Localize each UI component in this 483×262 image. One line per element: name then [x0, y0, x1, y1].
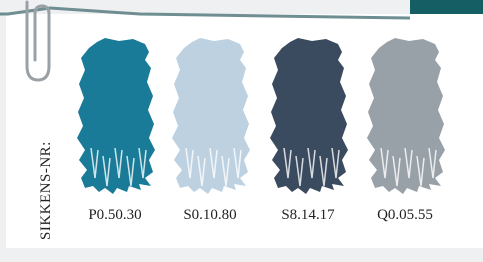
sikkens-label: SIKKENS-NR:	[38, 141, 54, 240]
color-code: P0.50.30	[88, 207, 141, 223]
paint-swatch	[77, 38, 155, 194]
paint-swatch	[367, 38, 445, 194]
paint-swatch	[172, 38, 250, 194]
color-code: S0.10.80	[183, 207, 236, 223]
paint-swatch	[270, 38, 348, 194]
swatch-card-scene: SIKKENS-NR: P0.50.30 S0.10.80 S8.14.17 Q0.0…	[0, 0, 483, 262]
page: SIKKENS-NR: P0.50.30 S0.10.80 S8.14.17 Q0.0…	[0, 0, 483, 262]
color-code: S8.14.17	[281, 207, 335, 223]
color-code: Q0.05.55	[377, 207, 433, 223]
